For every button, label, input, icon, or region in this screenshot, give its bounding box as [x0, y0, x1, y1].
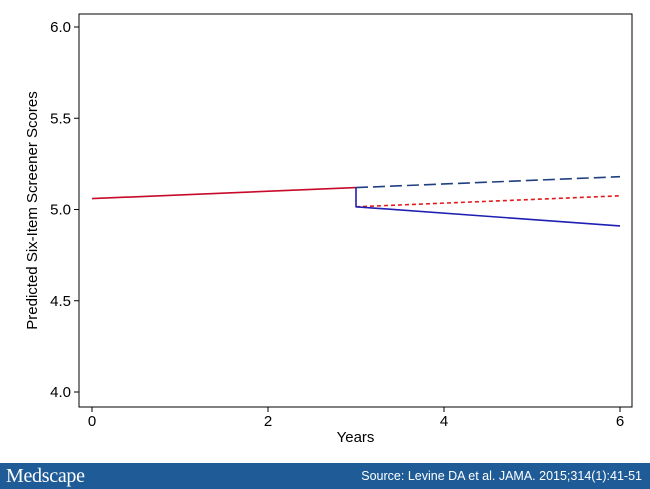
chart-series — [91, 175, 621, 227]
medscape-logo[interactable]: Medscape — [6, 464, 85, 487]
source-citation: Source: Levine DA et al. JAMA. 2015;314(… — [361, 469, 642, 483]
x-tick-label: 0 — [88, 413, 96, 430]
line-chart: 4.0 4.5 5.0 5.5 6.0 0 2 4 6 Years Predicted Six-… — [24, 13, 633, 446]
y-axis-title: Predicted Six-Item Screener Scores — [24, 91, 41, 329]
x-tick-label: 4 — [440, 413, 448, 430]
series-line-3 — [355, 195, 621, 208]
chart-axes: 4.0 4.5 5.0 5.5 6.0 0 2 4 6 — [50, 13, 633, 430]
x-tick-label: 6 — [616, 413, 624, 430]
y-tick-label: 4.5 — [50, 293, 71, 310]
x-axis-title: Years — [337, 429, 375, 446]
footer-bar: Medscape Source: Levine DA et al. JAMA. … — [0, 463, 650, 489]
y-tick-label: 5.5 — [50, 110, 71, 127]
y-tick-label: 4.0 — [50, 384, 71, 401]
series-line-4 — [355, 187, 621, 227]
series-line-2 — [355, 175, 621, 189]
x-tick-label: 2 — [264, 413, 272, 430]
plot-frame — [78, 13, 633, 408]
y-tick-label: 5.0 — [50, 202, 71, 219]
y-tick-label: 6.0 — [50, 19, 71, 36]
series-line-1 — [91, 186, 357, 200]
